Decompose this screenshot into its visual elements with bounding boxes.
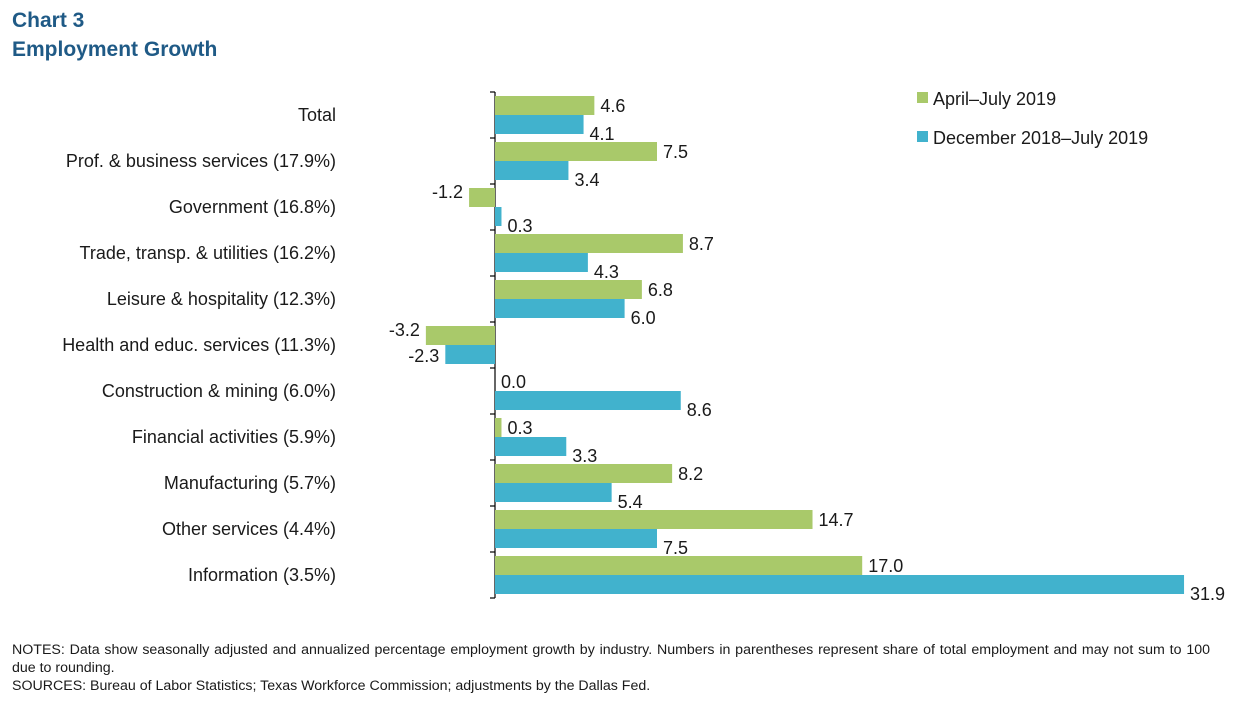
bar-dec-july — [495, 437, 567, 456]
category-label: Trade, transp. & utilities (16.2%) — [80, 243, 336, 263]
bar-april-july — [495, 556, 863, 575]
category-label: Information (3.5%) — [188, 565, 336, 585]
data-label: 31.9 — [1190, 584, 1225, 604]
category-label: Government (16.8%) — [169, 197, 336, 217]
bar-april-july — [495, 96, 595, 115]
bar-chart: Total 4.6 4.1 Prof. & business services (17… — [62, 89, 1225, 604]
data-label: 7.5 — [663, 538, 688, 558]
bar-dec-july — [495, 115, 584, 134]
data-label: 4.6 — [600, 96, 625, 116]
category-label: Manufacturing (5.7%) — [164, 473, 336, 493]
data-label: 7.5 — [663, 142, 688, 162]
category-label: Other services (4.4%) — [162, 519, 336, 539]
category-label: Health and educ. services (11.3%) — [62, 335, 336, 355]
legend-label: April–July 2019 — [933, 89, 1056, 109]
bar-dec-july — [495, 391, 681, 410]
category-label: Construction & mining (6.0%) — [102, 381, 336, 401]
category-label: Total — [298, 105, 336, 125]
data-label: 3.4 — [574, 170, 599, 190]
bar-april-july — [495, 464, 673, 483]
bar-dec-july — [495, 207, 502, 226]
data-label: 4.1 — [590, 124, 615, 144]
bar-dec-july — [495, 253, 588, 272]
data-label: 4.3 — [594, 262, 619, 282]
legend-label: December 2018–July 2019 — [933, 128, 1148, 148]
bar-dec-july — [495, 161, 569, 180]
category-label: Financial activities (5.9%) — [132, 427, 336, 447]
data-label: 0.3 — [507, 216, 532, 236]
category-label: Leisure & hospitality (12.3%) — [107, 289, 336, 309]
data-label: 8.6 — [687, 400, 712, 420]
chart-number: Chart 3 — [12, 9, 85, 32]
bar-april-july — [425, 326, 495, 345]
footnotes: NOTES: Data show seasonally adjusted and… — [12, 641, 1210, 695]
data-label: 8.2 — [678, 464, 703, 484]
chart-title: Employment Growth — [12, 38, 218, 61]
bar-april-july — [469, 188, 495, 207]
legend-swatch — [917, 92, 928, 103]
chart-title-block: Chart 3 Employment Growth — [12, 6, 217, 64]
data-label: 6.8 — [648, 280, 673, 300]
bar-dec-july — [495, 529, 657, 548]
category-label: Prof. & business services (17.9%) — [66, 151, 336, 171]
bar-dec-july — [495, 299, 625, 318]
bar-april-july — [495, 234, 683, 253]
data-label: 14.7 — [819, 510, 854, 530]
bar-april-july — [495, 510, 813, 529]
bar-april-july — [495, 418, 502, 437]
legend-swatch — [917, 131, 928, 142]
data-label: 6.0 — [631, 308, 656, 328]
bar-april-july — [495, 280, 642, 299]
bar-dec-july — [495, 575, 1185, 594]
data-label: 0.0 — [501, 372, 526, 392]
notes-text: NOTES: Data show seasonally adjusted and… — [12, 642, 1210, 676]
data-label: -2.3 — [408, 346, 439, 366]
sources-text: SOURCES: Bureau of Labor Statistics; Tex… — [12, 678, 651, 694]
data-label: 17.0 — [868, 556, 903, 576]
bar-april-july — [495, 142, 657, 161]
bar-dec-july — [495, 483, 612, 502]
data-label: 8.7 — [689, 234, 714, 254]
data-label: 3.3 — [572, 446, 597, 466]
bar-dec-july — [445, 345, 495, 364]
data-label: 5.4 — [618, 492, 643, 512]
data-label: 0.3 — [507, 418, 532, 438]
data-label: -3.2 — [389, 320, 420, 340]
data-label: -1.2 — [432, 182, 463, 202]
